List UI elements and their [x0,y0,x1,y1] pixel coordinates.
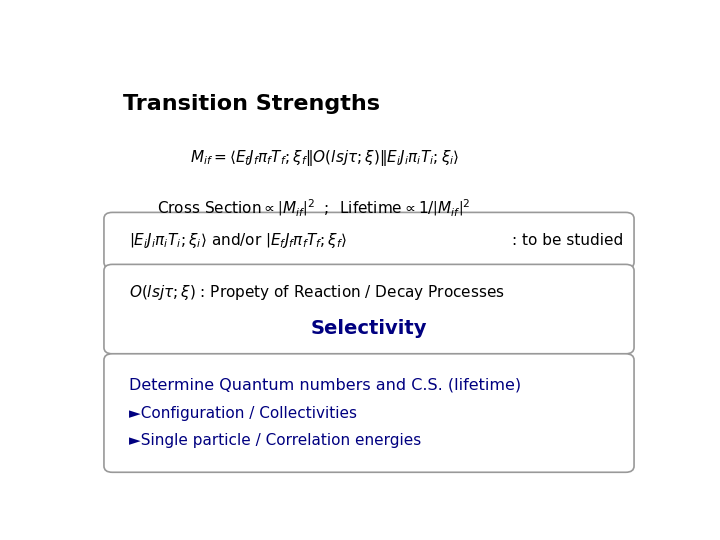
Text: : to be studied: : to be studied [512,233,623,248]
Text: $M_{if} = \langle E_f J_f \pi_f T_f ; \xi_f \| O(lsj\tau;\xi) \| E_i J_i \pi_i T: $M_{if} = \langle E_f J_f \pi_f T_f ; \x… [190,148,460,168]
Text: $\left| E_i J_i \pi_i T_i ; \xi_i \right\rangle$$\ \mathrm{and/or}\ $$\left| E_f: $\left| E_i J_i \pi_i T_i ; \xi_i \right… [129,231,347,250]
Text: $O(lsj\tau;\xi)$ : Propety of Reaction / Decay Processes: $O(lsj\tau;\xi)$ : Propety of Reaction /… [129,282,505,302]
Text: ►Single particle / Correlation energies: ►Single particle / Correlation energies [129,434,421,448]
Text: ►Configuration / Collectivities: ►Configuration / Collectivities [129,406,357,421]
FancyBboxPatch shape [104,354,634,472]
FancyBboxPatch shape [104,265,634,354]
Text: Transition Strengths: Transition Strengths [124,94,380,114]
Text: Selectivity: Selectivity [311,319,427,338]
Text: Determine Quantum numbers and C.S. (lifetime): Determine Quantum numbers and C.S. (life… [129,377,521,393]
FancyBboxPatch shape [104,212,634,268]
Text: $\mathrm{Cross\ Section} \propto \left|M_{if}\right|^2 \;\; ; \;\; \mathrm{Lifet: $\mathrm{Cross\ Section} \propto \left|M… [157,198,471,219]
